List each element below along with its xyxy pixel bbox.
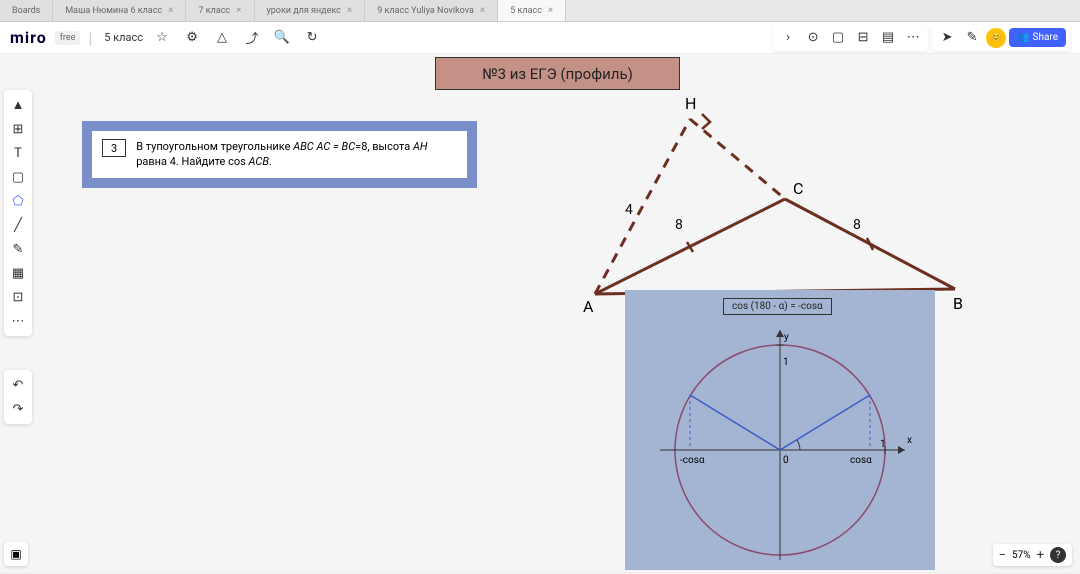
redo-button[interactable]: ↷ <box>6 398 30 420</box>
view-controls: › ⊙ ▢ ⊟ ▤ ⋯ <box>773 25 928 51</box>
bell-icon[interactable]: △ <box>211 27 233 49</box>
right-angle-mark <box>702 114 710 129</box>
triangle-diagram[interactable]: H C A B 4 8 8 <box>575 94 965 314</box>
line-tool[interactable]: ╱ <box>6 214 30 236</box>
reactions-icon[interactable]: ✎ <box>961 27 983 49</box>
cos-label: cosα <box>850 455 872 466</box>
frame-tool[interactable]: ▦ <box>6 262 30 284</box>
browser-tab[interactable]: 7 класс× <box>186 0 254 21</box>
history-icon[interactable]: ↻ <box>301 27 323 49</box>
help-button[interactable]: ? <box>1050 547 1066 563</box>
export-icon[interactable]: ⤴ <box>241 27 263 49</box>
undo-redo: ↶ ↷ <box>4 370 32 424</box>
comment-icon[interactable]: ⊟ <box>852 27 874 49</box>
problem-frame[interactable]: 3 В тупоугольном треугольнике ABC AC = B… <box>82 121 477 188</box>
radius-1 <box>780 395 870 450</box>
search-icon[interactable]: 🔍 <box>271 27 293 49</box>
label-8a: 8 <box>675 217 683 233</box>
more-tools[interactable]: ⋯ <box>6 310 30 332</box>
browser-tab[interactable]: Маша Нюмина 6 класс× <box>53 0 186 21</box>
close-icon[interactable]: × <box>480 5 485 16</box>
sticky-tool[interactable]: ▢ <box>6 166 30 188</box>
label-c: C <box>793 179 803 198</box>
topbar: miro free | 5 класс ☆ ⚙ △ ⤴ 🔍 ↻ › ⊙ ▢ ⊟ … <box>0 22 1080 54</box>
label-a: A <box>583 297 594 314</box>
close-icon[interactable]: × <box>236 5 241 16</box>
user-avatar[interactable]: 😊 <box>986 28 1006 48</box>
cursor-icon[interactable]: ➤ <box>936 27 958 49</box>
undo-button[interactable]: ↶ <box>6 374 30 396</box>
zoom-in-button[interactable]: + <box>1037 548 1044 563</box>
browser-tab[interactable]: 9 класс Yuliya Novikova× <box>365 0 498 21</box>
share-button[interactable]: 👥 Share <box>1009 28 1066 47</box>
label-4: 4 <box>625 202 633 218</box>
label-8b: 8 <box>853 217 861 233</box>
browser-tab[interactable]: Boards <box>0 0 53 21</box>
unit-circle-svg: y x 1 1 0 cosα -cosα <box>625 290 935 570</box>
close-icon[interactable]: × <box>548 5 553 16</box>
chevron-icon[interactable]: › <box>777 27 799 49</box>
browser-tab[interactable]: 5 класс× <box>498 0 566 21</box>
one-y: 1 <box>783 357 789 368</box>
browser-tab[interactable]: уроки для яндекс× <box>255 0 366 21</box>
y-label: y <box>784 332 789 343</box>
radius-2 <box>690 395 780 450</box>
more-icon[interactable]: ⋯ <box>902 27 924 49</box>
ncos-label: -cosα <box>680 455 705 466</box>
label-b: B <box>953 294 963 313</box>
title-frame[interactable]: №3 из ЕГЭ (профиль) <box>435 57 680 90</box>
text-tool[interactable]: T <box>6 142 30 164</box>
pen-tool[interactable]: ✎ <box>6 238 30 260</box>
zoom-out-button[interactable]: − <box>999 548 1006 563</box>
browser-tabs: BoardsМаша Нюмина 6 класс×7 класс×уроки … <box>0 0 1080 22</box>
shape-tool[interactable]: ⬠ <box>6 190 30 212</box>
frames-icon[interactable]: ▤ <box>877 27 899 49</box>
x-label: x <box>907 435 912 446</box>
problem-text: В тупоугольном треугольнике ABC AC = BC=… <box>136 139 457 170</box>
zero: 0 <box>783 455 789 466</box>
template-tool[interactable]: ⊞ <box>6 118 30 140</box>
share-label: Share <box>1033 32 1058 43</box>
plan-badge[interactable]: free <box>55 31 81 45</box>
problem-content: 3 В тупоугольном треугольнике ABC AC = B… <box>92 131 467 178</box>
canvas[interactable]: №3 из ЕГЭ (профиль) 3 В тупоугольном тре… <box>0 54 1080 572</box>
close-icon[interactable]: × <box>347 5 352 16</box>
formula: cos (180 - α) = -cosα <box>723 298 832 315</box>
divider: | <box>88 28 92 47</box>
unit-circle-frame[interactable]: cos (180 - α) = -cosα y x 1 1 0 cosα -co… <box>625 290 935 570</box>
altitude-ah <box>595 119 690 294</box>
minimap-toggle[interactable]: ▣ <box>4 542 28 566</box>
segment-hc <box>690 119 785 199</box>
present-icon[interactable]: ▢ <box>827 27 849 49</box>
miro-logo[interactable]: miro <box>10 28 47 47</box>
left-toolbar: ▲ ⊞ T ▢ ⬠ ╱ ✎ ▦ ⊡ ⋯ <box>4 90 32 336</box>
close-icon[interactable]: × <box>168 5 173 16</box>
board-name[interactable]: 5 класс <box>104 31 143 44</box>
zoom-controls: − 57% + ? <box>993 544 1072 566</box>
timer-icon[interactable]: ⊙ <box>802 27 824 49</box>
comment-tool[interactable]: ⊡ <box>6 286 30 308</box>
select-tool[interactable]: ▲ <box>6 94 30 116</box>
problem-number: 3 <box>102 139 126 157</box>
zoom-level[interactable]: 57% <box>1012 550 1031 561</box>
settings-icon[interactable]: ⚙ <box>181 27 203 49</box>
label-h: H <box>685 94 696 113</box>
collab-controls: ➤ ✎ 😊 👥 Share <box>932 25 1070 51</box>
star-icon[interactable]: ☆ <box>151 27 173 49</box>
